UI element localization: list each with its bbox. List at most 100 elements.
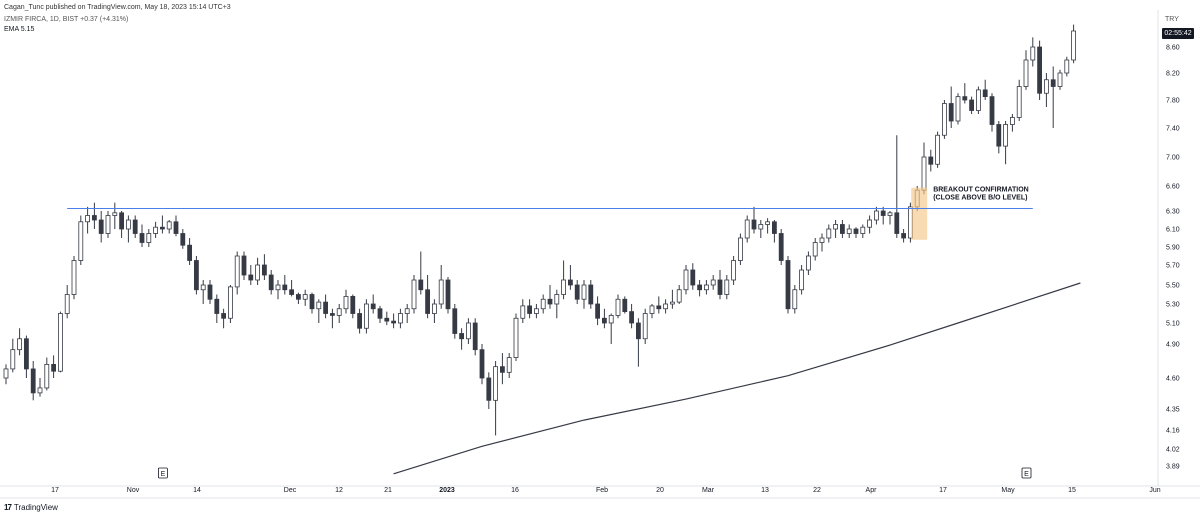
candle-body-up: [255, 264, 261, 281]
ema-value: 5.15: [20, 26, 35, 33]
candle: [472, 318, 478, 356]
candle: [221, 308, 227, 329]
candle: [1023, 50, 1029, 90]
time-tick-label: Feb: [596, 487, 608, 494]
time-tick-label: 22: [813, 487, 821, 494]
chart-overlays: BREAKOUT CONFIRMATION (CLOSE ABOVE B/O LE…: [67, 187, 1081, 479]
time-tick-label: Mar: [702, 487, 715, 494]
breakout-annotation-line: BREAKOUT CONFIRMATION: [933, 187, 1029, 194]
candle-body-up: [663, 303, 668, 310]
candle: [479, 344, 485, 385]
candle: [778, 229, 784, 265]
candle-body-down: [425, 289, 431, 314]
candle-body-down: [574, 284, 580, 300]
candle-body-up: [153, 226, 159, 234]
price-tick-label: 3.89: [1166, 464, 1180, 471]
candle-body-up: [1071, 30, 1076, 61]
candle: [806, 251, 811, 275]
candle-body-up: [724, 279, 730, 295]
price-axis[interactable]: 3.89 4.02 4.16 4.35 4.60 4.90 5.10 5.30 5.50 5.70…: [1157, 10, 1180, 486]
candle: [935, 131, 940, 168]
candle: [1010, 114, 1015, 132]
candle-body-down: [180, 233, 186, 246]
candle: [159, 215, 165, 234]
candle-body-down: [98, 219, 104, 234]
price-tick-label: 7.40: [1166, 126, 1180, 133]
candle: [1071, 24, 1076, 64]
candle-body-down: [187, 244, 193, 261]
candle-body-up: [1057, 72, 1063, 87]
time-tick-label: Nov: [127, 487, 140, 494]
candle-body-up: [126, 219, 131, 230]
countdown-badge: 02:55:42: [1162, 28, 1194, 39]
symbol-legend[interactable]: IZMIR FIRCA, 1D, BIST +0.37 (+4.31%): [4, 16, 129, 23]
candle-body-up: [397, 313, 403, 324]
candle: [3, 364, 9, 385]
candle: [37, 378, 43, 397]
candle-body-down: [193, 260, 199, 291]
candle: [880, 206, 886, 225]
candle-body-down: [261, 264, 267, 276]
candle-body-up: [363, 303, 369, 329]
candle: [30, 361, 36, 401]
candle-body-down: [139, 233, 145, 243]
candle: [173, 215, 179, 237]
price-tick-label: 8.60: [1166, 45, 1180, 52]
candle-body-down: [982, 89, 988, 98]
candle-body-down: [391, 320, 397, 324]
candle: [153, 221, 159, 238]
candle-body-up: [513, 317, 519, 358]
candle-body-down: [132, 219, 138, 234]
candle-body-up: [493, 366, 499, 401]
candle-body-down: [350, 295, 356, 314]
candle-body-up: [336, 308, 342, 316]
candle: [717, 270, 723, 300]
earnings-marker[interactable]: E: [1021, 467, 1032, 479]
time-axis[interactable]: 17 Nov 14 Dec 12 21 2023 16 Feb 20 Mar 13 22 Apr 17 May…: [0, 485, 1200, 499]
candle-body-up: [887, 212, 893, 216]
candle: [384, 311, 390, 326]
candle: [323, 294, 329, 319]
candle: [588, 280, 594, 309]
candle-body-up: [744, 219, 750, 239]
candle-body-up: [860, 226, 866, 234]
footer-brand[interactable]: 17 TradingView: [4, 501, 58, 515]
earnings-marker[interactable]: E: [157, 467, 168, 479]
ema-line[interactable]: [393, 282, 1081, 475]
breakout-annotation[interactable]: BREAKOUT CONFIRMATION (CLOSE ABOVE B/O LE…: [933, 187, 1029, 202]
candle: [397, 308, 403, 329]
candle-body-down: [901, 233, 906, 239]
candle-body-down: [996, 124, 1002, 147]
candle-body-down: [1037, 46, 1042, 94]
candle-body-up: [465, 322, 471, 340]
candle: [636, 318, 641, 367]
candle-body-up: [1030, 46, 1036, 61]
candle: [431, 299, 437, 323]
candle-body-up: [581, 284, 587, 300]
candle-body-down: [989, 96, 995, 125]
candle: [139, 224, 145, 247]
time-tick-label: 15: [1068, 487, 1076, 494]
candle-body-down: [894, 212, 900, 234]
time-tick-label: 2023: [439, 487, 455, 494]
candle-body-down: [962, 96, 968, 101]
candle-body-up: [534, 308, 539, 314]
candle-body-up: [200, 284, 206, 291]
price-tick-label: 7.80: [1166, 98, 1180, 105]
candle-body-down: [751, 219, 757, 230]
ema-legend[interactable]: EMA 5.15: [4, 25, 34, 34]
candle-body-down: [690, 269, 696, 286]
candle: [493, 361, 499, 436]
candle: [92, 202, 97, 229]
candle-body-down: [221, 313, 227, 319]
candle-body-up: [1064, 59, 1070, 74]
candle: [969, 96, 974, 114]
candle: [595, 296, 600, 326]
candle: [255, 257, 261, 285]
candle: [357, 308, 363, 334]
candle: [574, 280, 580, 304]
candle-body-down: [717, 279, 723, 295]
candle: [867, 215, 872, 234]
candle: [955, 93, 961, 125]
